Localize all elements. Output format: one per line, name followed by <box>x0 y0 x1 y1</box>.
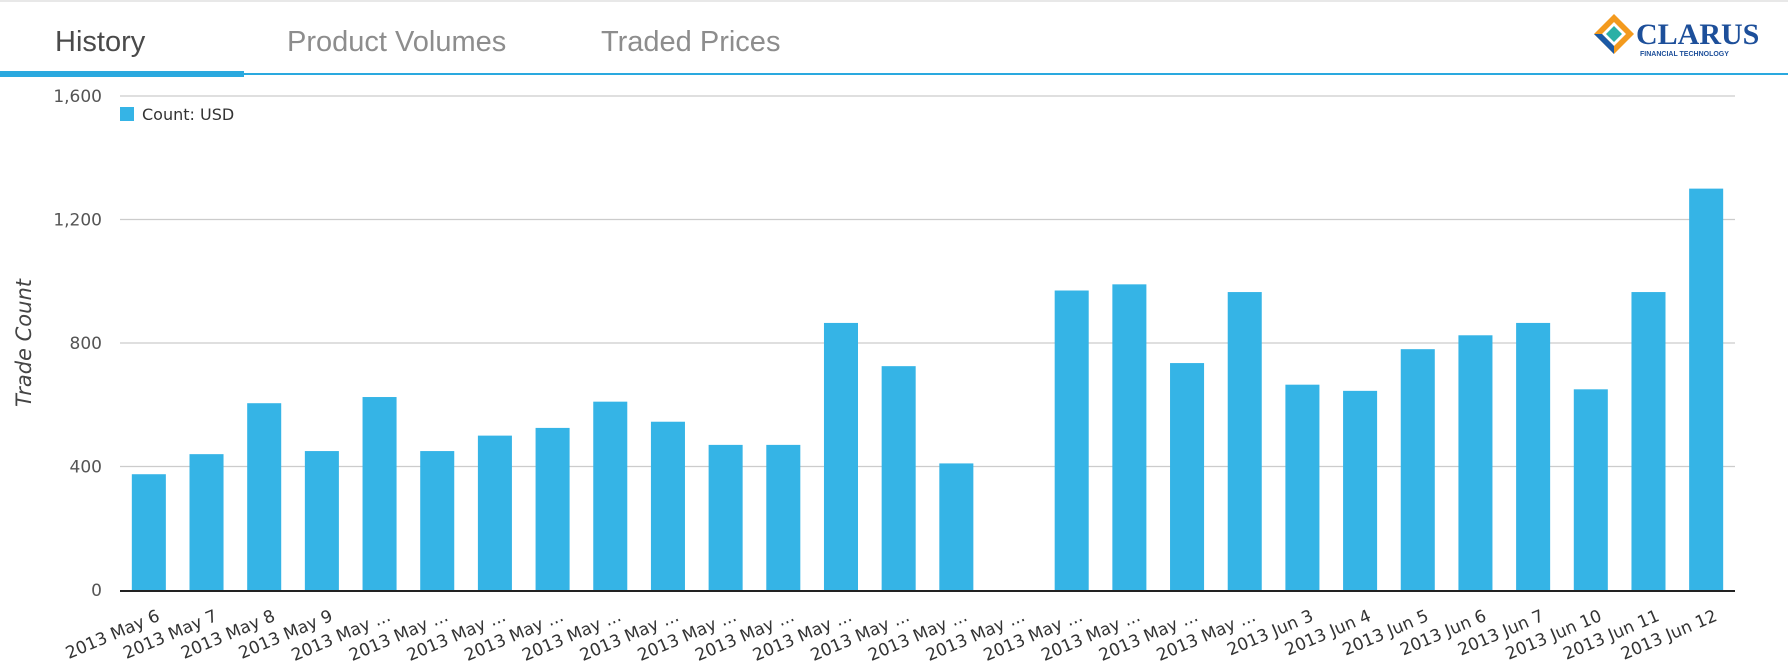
bar[interactable] <box>189 454 224 590</box>
logo-diamond-teal <box>1606 26 1622 42</box>
gridlines <box>120 95 1735 468</box>
bar[interactable] <box>939 463 974 590</box>
legend[interactable]: Count: USD <box>120 105 234 124</box>
bar[interactable] <box>535 427 570 590</box>
y-tick-label: 0 <box>91 581 102 601</box>
top-border <box>0 0 1788 2</box>
legend-swatch <box>120 107 134 121</box>
bar[interactable] <box>1400 349 1435 590</box>
bar[interactable] <box>1054 290 1089 590</box>
clarus-logo: CLARUS FINANCIAL TECHNOLOGY <box>1592 12 1778 62</box>
y-axis-ticks: 0 400 800 1,200 1,600 <box>53 87 102 601</box>
bar[interactable] <box>1112 284 1147 590</box>
bar[interactable] <box>1689 188 1724 590</box>
y-axis-label: Trade Count <box>12 278 36 407</box>
bar[interactable] <box>766 444 801 590</box>
tab-bar: History Product Volumes Traded Prices <box>0 0 1788 80</box>
y-tick-label: 1,200 <box>53 211 102 231</box>
bar[interactable] <box>650 421 685 590</box>
bar[interactable] <box>593 401 628 590</box>
active-tab-indicator <box>0 71 244 77</box>
y-tick-label: 400 <box>70 458 102 478</box>
bar[interactable] <box>1458 335 1493 590</box>
bar[interactable] <box>1227 292 1262 590</box>
bar[interactable] <box>1573 389 1608 590</box>
bar[interactable] <box>823 322 858 590</box>
bar[interactable] <box>131 474 166 590</box>
bar[interactable] <box>477 435 512 590</box>
clarus-logo-mark: CLARUS FINANCIAL TECHNOLOGY <box>1594 14 1759 58</box>
logo-tagline: FINANCIAL TECHNOLOGY <box>1640 51 1729 58</box>
bar[interactable] <box>362 397 397 590</box>
bar[interactable] <box>708 444 743 590</box>
bar[interactable] <box>1631 292 1666 590</box>
y-tick-label: 1,600 <box>53 87 102 107</box>
bar[interactable] <box>1170 363 1205 590</box>
bar[interactable] <box>1285 384 1320 590</box>
bar[interactable] <box>1516 322 1551 590</box>
logo-diamond-blue <box>1594 34 1614 54</box>
tab-traded-prices[interactable]: Traded Prices <box>601 26 781 58</box>
bar[interactable] <box>304 451 339 590</box>
legend-label: Count: USD <box>142 105 234 124</box>
bars <box>131 188 1724 590</box>
bar[interactable] <box>881 366 916 590</box>
bar[interactable] <box>420 451 455 590</box>
tab-product-volumes[interactable]: Product Volumes <box>287 26 507 58</box>
bar[interactable] <box>1343 390 1378 590</box>
y-tick-label: 800 <box>70 334 102 354</box>
logo-brand: CLARUS <box>1636 18 1759 51</box>
bar[interactable] <box>247 403 282 590</box>
tab-bar-rule <box>244 73 1788 75</box>
tab-history[interactable]: History <box>55 26 146 58</box>
